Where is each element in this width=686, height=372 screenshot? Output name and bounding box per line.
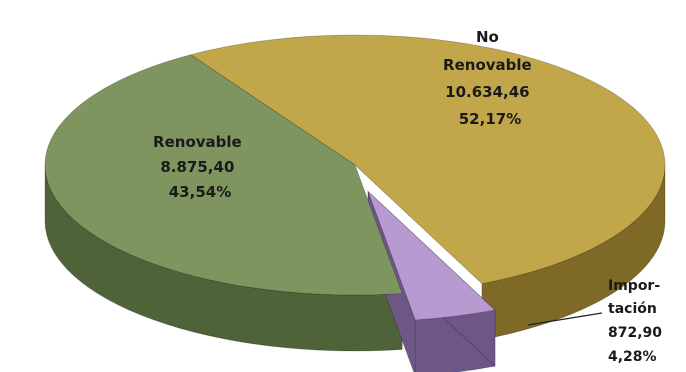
no-renovable-value: 10.634,46 — [445, 83, 529, 101]
no-renovable-slice — [189, 34, 666, 285]
importacion-leader-line — [527, 312, 603, 326]
importacion-value: 872,90 — [608, 325, 662, 341]
importacion-label: Impor- tación 872,90 4,28% — [608, 278, 667, 365]
renovable-label-line: Renovable — [153, 133, 242, 151]
renovable-value: 8.875,40 — [160, 158, 234, 176]
no-renovable-label-line: Renovable — [443, 56, 532, 74]
pie-top-faces — [44, 34, 666, 321]
importacion-slice — [367, 191, 496, 321]
importacion-label-line: Impor- — [608, 278, 660, 294]
renovable-slice — [44, 54, 403, 296]
renovable-percent: 43,54% — [169, 183, 231, 201]
importacion-percent: 4,28% — [608, 349, 657, 365]
no-renovable-label-line: No — [476, 28, 499, 46]
no-renovable-percent: 52,17% — [459, 110, 521, 128]
renovable-label: Renovable 8.875,40 43,54% — [153, 133, 247, 201]
no-renovable-label: No Renovable 10.634,46 52,17% — [443, 28, 537, 128]
importacion-label-line: tación — [608, 301, 657, 317]
